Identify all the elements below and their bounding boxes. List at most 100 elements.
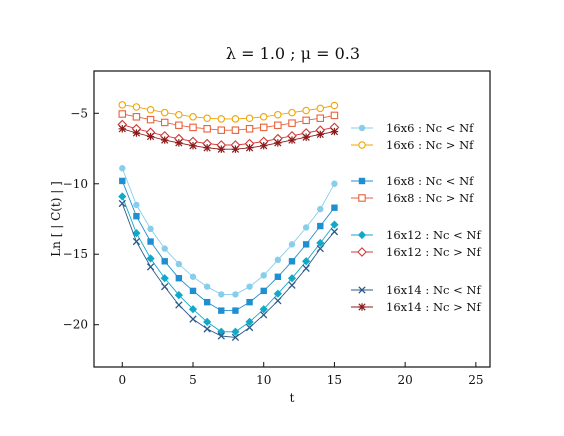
series-1 [118, 101, 339, 123]
x-tick-label: 25 [468, 373, 483, 387]
legend-entry: 16x8 : Nc < Nf [351, 174, 474, 188]
data-point [175, 110, 183, 119]
data-point [260, 272, 267, 279]
legend-entry: 16x8 : Nc > Nf [351, 191, 474, 205]
legend-marker [358, 141, 366, 149]
legend-label: 16x12 : Nc < Nf [386, 228, 481, 242]
chart-title: λ = 1.0 ; μ = 0.3 [226, 44, 360, 63]
data-point [245, 125, 254, 133]
legend-marker [357, 247, 367, 257]
y-axis-label: Ln [ | C(t) | ] [49, 181, 63, 257]
data-point [118, 110, 127, 118]
series-2 [119, 177, 338, 314]
legend-entry: 16x14 : Nc > Nf [351, 300, 481, 314]
legend-label: 16x8 : Nc > Nf [386, 191, 474, 205]
data-point [316, 244, 324, 253]
legend-marker [358, 303, 366, 311]
data-point [132, 113, 141, 121]
data-point [273, 289, 282, 298]
data-point [260, 287, 267, 295]
data-point [260, 142, 268, 150]
data-point [118, 192, 127, 201]
data-point [231, 327, 240, 336]
data-point [175, 301, 183, 309]
legend-entry: 16x12 : Nc > Nf [351, 245, 481, 259]
legend-entry: 16x6 : Nc > Nf [351, 138, 474, 152]
data-point [189, 315, 197, 323]
data-point [274, 256, 282, 264]
data-point [231, 115, 240, 123]
data-point [302, 224, 310, 231]
legend-label: 16x6 : Nc < Nf [386, 121, 474, 135]
legend-marker [358, 124, 366, 132]
data-point [161, 136, 169, 144]
data-point [317, 205, 324, 213]
legend-marker [357, 230, 367, 240]
data-point [288, 281, 296, 289]
series-line [121, 203, 335, 338]
data-point [147, 238, 154, 245]
legend-label: 16x12 : Nc > Nf [386, 245, 481, 259]
data-point [302, 133, 310, 141]
data-point [288, 258, 296, 265]
data-point [132, 237, 141, 246]
series-0 [119, 165, 338, 298]
data-point [175, 139, 183, 147]
legend-label: 16x6 : Nc > Nf [386, 138, 474, 152]
series-6 [118, 199, 339, 342]
series-line [122, 128, 335, 150]
series-line [122, 104, 335, 120]
data-point [288, 119, 296, 127]
data-point [218, 307, 225, 314]
data-point [302, 241, 310, 248]
data-point [161, 258, 168, 265]
data-point [245, 144, 254, 152]
data-point [146, 263, 155, 271]
data-point [188, 305, 198, 314]
y-tick-label: −10 [63, 177, 88, 191]
data-point [147, 225, 154, 233]
data-point [160, 274, 169, 283]
data-point [174, 291, 183, 300]
x-tick-label: 20 [398, 373, 413, 387]
data-point [316, 104, 325, 113]
data-point [232, 291, 239, 298]
data-point [260, 311, 268, 319]
data-point [231, 145, 240, 153]
data-point [246, 283, 253, 290]
data-point [232, 307, 239, 314]
data-point [118, 125, 126, 133]
data-point [118, 101, 127, 109]
data-point [288, 241, 296, 248]
data-point [274, 110, 282, 119]
data-point [217, 332, 225, 340]
data-point [330, 220, 339, 229]
x-tick-label: 0 [118, 373, 126, 387]
data-point [203, 317, 212, 326]
legend-entry: 16x12 : Nc < Nf [351, 228, 481, 242]
y-tick-label: −5 [70, 106, 88, 120]
x-tick-label: 15 [327, 373, 342, 387]
legend-entry: 16x14 : Nc < Nf [351, 283, 481, 297]
series-3 [118, 110, 339, 134]
data-point [330, 127, 339, 136]
data-point [331, 204, 338, 211]
y-tick-label: −20 [63, 318, 88, 332]
data-point [146, 132, 155, 141]
data-point [330, 101, 339, 110]
data-point [246, 298, 253, 306]
data-point [231, 126, 240, 134]
data-point [316, 238, 325, 248]
legend: 16x6 : Nc < Nf 16x6 : Nc > Nf 16x8 : Nc < … [351, 121, 481, 314]
data-point [288, 108, 296, 117]
data-point [160, 108, 169, 117]
data-point [259, 113, 268, 121]
legend-entry: 16x6 : Nc < Nf [351, 121, 474, 135]
legend-label: 16x8 : Nc < Nf [386, 174, 474, 188]
data-point [217, 126, 226, 134]
data-point [146, 254, 155, 263]
legend-label: 16x14 : Nc < Nf [386, 283, 481, 297]
data-point [302, 264, 310, 272]
legend-marker [358, 286, 366, 294]
